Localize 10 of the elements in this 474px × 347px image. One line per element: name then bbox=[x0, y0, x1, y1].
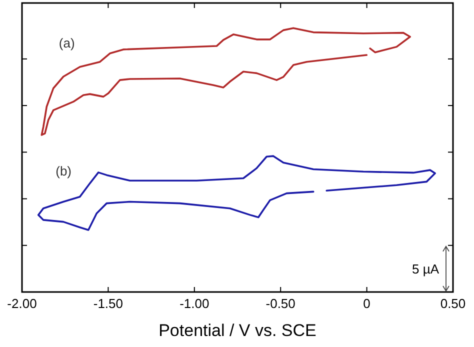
x-tick-label: -0.50 bbox=[266, 296, 296, 311]
x-axis-title: Potential / V vs. SCE bbox=[158, 321, 316, 340]
x-tick-label: -1.50 bbox=[93, 296, 124, 311]
series-label: (a) bbox=[58, 36, 75, 51]
annotation: 5 µA bbox=[412, 262, 440, 277]
x-tick-label: -2.00 bbox=[7, 296, 37, 311]
x-tick-label: 0 bbox=[363, 296, 370, 311]
x-tick-label: -1.00 bbox=[180, 296, 210, 311]
x-tick-label: 0.50 bbox=[440, 296, 466, 311]
series-label: (b) bbox=[56, 164, 72, 179]
